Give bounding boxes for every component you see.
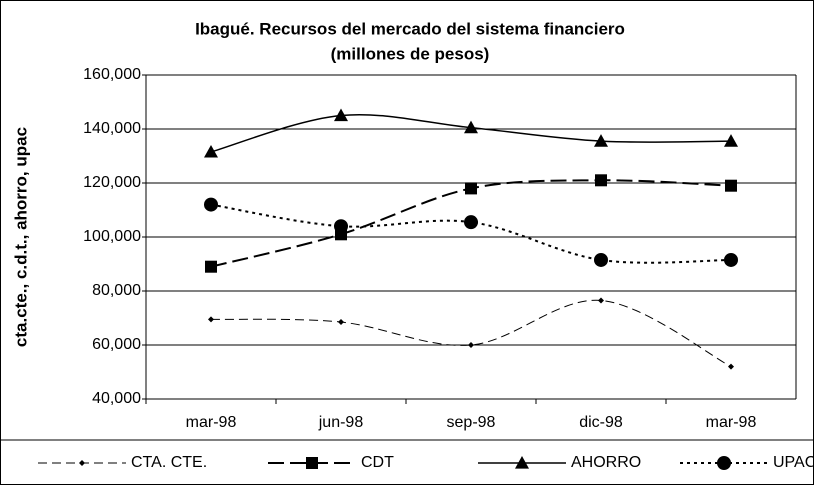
marker (468, 342, 474, 348)
marker (594, 134, 608, 147)
y-tick-label: 80,000 (92, 282, 141, 299)
y-tick-label: 40,000 (92, 390, 141, 407)
legend-label: AHORRO (571, 454, 641, 471)
marker (208, 316, 214, 323)
x-tick-label: mar-98 (706, 414, 757, 431)
marker (464, 215, 478, 230)
y-tick-label: 60,000 (92, 336, 141, 353)
chart-subtitle: (millones de pesos) (331, 44, 490, 63)
marker (717, 456, 731, 470)
marker (465, 182, 477, 195)
marker (306, 457, 318, 469)
x-tick-label: mar-98 (186, 414, 237, 431)
legend-label: CTA. CTE. (131, 454, 207, 471)
y-tick-label: 160,000 (83, 66, 141, 83)
marker (334, 108, 348, 122)
x-tick-label: sep-98 (447, 414, 496, 431)
chart-title: Ibagué. Recursos del mercado del sistema… (195, 19, 625, 38)
y-tick-label: 100,000 (83, 228, 141, 245)
y-axis-label: cta.cte., c.d.t., ahorro, upac (11, 127, 30, 347)
marker (595, 174, 607, 187)
marker (725, 179, 737, 192)
marker (724, 252, 738, 267)
marker (464, 120, 478, 134)
y-tick-label: 140,000 (83, 120, 141, 137)
marker (79, 460, 85, 466)
series-line (210, 203, 732, 264)
legend-label: CDT (361, 454, 394, 471)
marker (724, 134, 738, 147)
marker (728, 363, 734, 370)
marker (204, 197, 218, 212)
y-tick-label: 120,000 (83, 174, 141, 191)
marker (598, 297, 604, 304)
marker (338, 319, 344, 326)
x-tick-label: dic-98 (579, 414, 623, 431)
marker (205, 260, 217, 273)
marker (515, 456, 529, 469)
series-line (210, 299, 732, 368)
x-tick-label: jun-98 (318, 414, 364, 431)
marker (334, 219, 348, 234)
legend-label: UPAC (773, 454, 814, 471)
marker (594, 252, 608, 267)
marker (204, 144, 218, 158)
